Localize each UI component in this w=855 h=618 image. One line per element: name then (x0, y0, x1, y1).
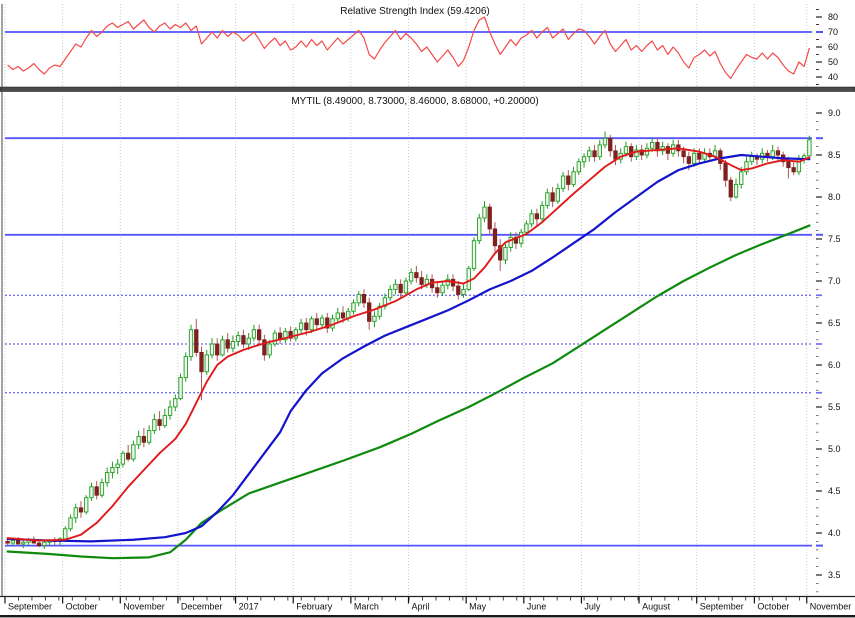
x-axis-month-label: October (66, 602, 98, 612)
svg-text:80: 80 (828, 12, 838, 22)
svg-text:6.5: 6.5 (828, 318, 841, 328)
month-gridlines (4, 4, 808, 596)
moving-average-lines (6, 147, 811, 560)
svg-text:50: 50 (828, 57, 838, 67)
x-axis-month-label: December (181, 602, 223, 612)
ma-fast-red (6, 147, 811, 542)
x-axis-month-label: September (8, 602, 52, 612)
svg-text:5.0: 5.0 (828, 444, 841, 454)
ma-mid-blue (6, 153, 811, 543)
svg-text:3.5: 3.5 (828, 570, 841, 580)
x-axis-month-label: June (527, 602, 547, 612)
svg-text:8.0: 8.0 (828, 192, 841, 202)
time-x-axis: September October November December 2017 Febr… (0, 595, 855, 612)
support-resistance-lines (5, 137, 812, 547)
candlestick-series (5, 131, 812, 549)
svg-text:60: 60 (828, 42, 838, 52)
rsi-title: Relative Strength Index (59.4206) (340, 6, 490, 17)
svg-text:5.5: 5.5 (828, 402, 841, 412)
x-axis-month-label: April (412, 602, 430, 612)
x-axis-month-label: November (810, 602, 852, 612)
x-axis-month-label: July (584, 602, 601, 612)
svg-text:70: 70 (828, 27, 838, 37)
svg-text:8.5: 8.5 (828, 150, 841, 160)
bottom-window-edge (0, 615, 855, 618)
svg-text:4.5: 4.5 (828, 486, 841, 496)
x-axis-month-label: November (123, 602, 165, 612)
x-axis-month-label: May (469, 602, 487, 612)
svg-text:40: 40 (828, 72, 838, 82)
svg-text:6.0: 6.0 (828, 360, 841, 370)
price-y-axis: 3.5 4.0 4.5 5.0 5.5 6.0 6.5 7.0 7.5 8.0 8.5 9.0 (816, 108, 841, 593)
svg-text:4.0: 4.0 (828, 528, 841, 538)
price-title: MYTIL (8.49000, 8.73000, 8.46000, 8.6800… (291, 96, 538, 107)
x-axis-month-label: March (354, 602, 379, 612)
x-axis-month-label: February (296, 602, 333, 612)
rsi-y-axis: 40 50 60 70 80 (816, 9, 838, 85)
x-axis-month-label: October (757, 602, 789, 612)
x-axis-month-label: August (642, 602, 671, 612)
x-axis-month-label: September (700, 602, 744, 612)
ma-slow-green (6, 224, 811, 560)
x-axis-month-label: 2017 (239, 602, 259, 612)
rsi-panel (5, 16, 812, 80)
panel-divider (0, 86, 855, 92)
svg-text:7.5: 7.5 (828, 234, 841, 244)
svg-text:9.0: 9.0 (828, 108, 841, 118)
svg-text:7.0: 7.0 (828, 276, 841, 286)
